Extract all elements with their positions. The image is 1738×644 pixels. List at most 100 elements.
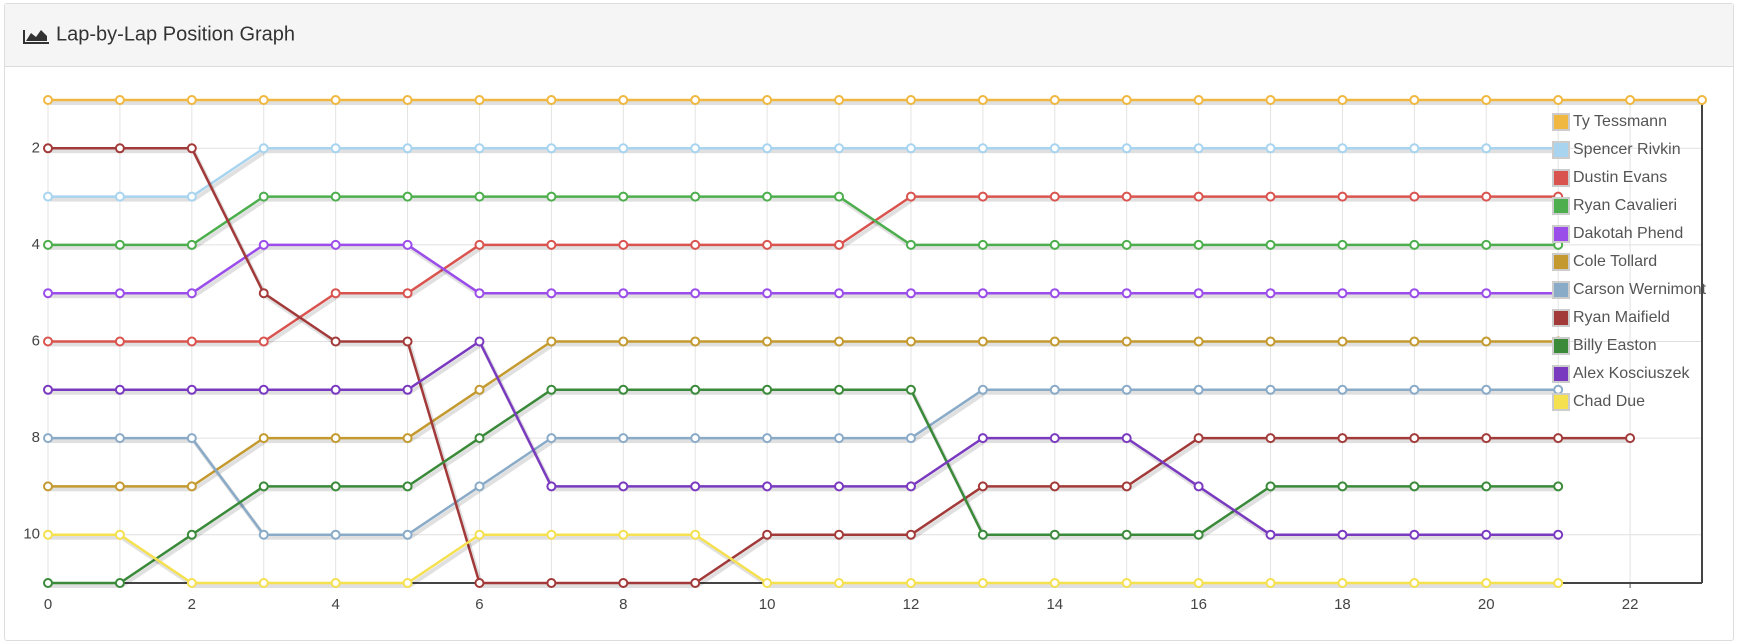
point	[43, 239, 53, 250]
point	[1481, 336, 1492, 347]
point	[1193, 191, 1204, 202]
point	[762, 95, 773, 105]
point	[186, 336, 197, 347]
point	[690, 191, 701, 202]
point	[1409, 95, 1420, 105]
point	[474, 433, 485, 444]
series-shadow	[50, 149, 1633, 588]
series	[43, 384, 1564, 540]
series	[43, 384, 1564, 588]
point	[1121, 95, 1132, 105]
point	[330, 95, 341, 105]
point	[762, 143, 773, 154]
legend-swatch	[1552, 169, 1570, 187]
point	[474, 191, 485, 202]
y-tick-label: 10	[23, 526, 40, 543]
point	[977, 578, 988, 588]
point	[1409, 384, 1420, 395]
series-shadow	[50, 390, 1561, 588]
point	[258, 384, 269, 395]
legend-label: Ty Tessmann	[1573, 113, 1667, 130]
point	[762, 481, 773, 492]
series	[43, 336, 1564, 540]
point	[1409, 191, 1420, 202]
point	[258, 578, 269, 588]
point	[1049, 481, 1060, 492]
point	[474, 481, 485, 492]
point	[977, 239, 988, 250]
point	[618, 529, 629, 540]
point	[977, 95, 988, 105]
point	[402, 578, 413, 588]
legend-swatch	[1552, 197, 1570, 215]
point	[834, 433, 845, 444]
point	[762, 239, 773, 250]
point	[1049, 384, 1060, 395]
point	[690, 384, 701, 395]
legend-swatch	[1552, 337, 1570, 355]
point	[1409, 288, 1420, 299]
point	[1337, 288, 1348, 299]
point	[43, 95, 53, 105]
series-line	[48, 243, 1559, 295]
point	[546, 481, 557, 492]
point	[1481, 529, 1492, 540]
point	[690, 288, 701, 299]
point	[1049, 529, 1060, 540]
point	[1265, 433, 1276, 444]
point	[43, 578, 53, 588]
point	[1337, 95, 1348, 105]
legend-label: Spencer Rivkin	[1573, 141, 1681, 158]
point	[977, 143, 988, 154]
point	[1049, 578, 1060, 588]
point	[1553, 384, 1564, 395]
point	[114, 578, 125, 588]
point	[1409, 578, 1420, 588]
series-line	[48, 147, 1559, 198]
point	[258, 143, 269, 154]
series-line	[48, 388, 1559, 536]
point	[43, 143, 53, 154]
point	[1265, 529, 1276, 540]
point	[762, 288, 773, 299]
x-tick-label: 14	[1046, 596, 1063, 613]
series	[43, 529, 1564, 588]
point	[1193, 95, 1204, 105]
point	[114, 384, 125, 395]
point	[546, 433, 557, 444]
series-line	[48, 388, 1559, 585]
point	[1121, 481, 1132, 492]
point	[977, 288, 988, 299]
point	[258, 336, 269, 347]
point	[977, 336, 988, 347]
point	[1337, 481, 1348, 492]
series	[43, 239, 1564, 299]
point	[618, 433, 629, 444]
point	[114, 191, 125, 202]
point	[186, 433, 197, 444]
point	[762, 578, 773, 588]
legend-swatch	[1552, 113, 1570, 131]
point	[1265, 239, 1276, 250]
point	[330, 433, 341, 444]
point	[834, 191, 845, 202]
point	[1481, 239, 1492, 250]
point	[546, 384, 557, 395]
point	[1265, 336, 1276, 347]
point	[546, 288, 557, 299]
point	[402, 288, 413, 299]
point	[1337, 143, 1348, 154]
x-tick-label: 16	[1190, 596, 1207, 613]
point	[905, 239, 916, 250]
point	[762, 529, 773, 540]
series-line	[48, 195, 1559, 343]
point	[834, 143, 845, 154]
series-shadow	[50, 390, 1561, 540]
point	[1481, 384, 1492, 395]
point	[834, 239, 845, 250]
point	[690, 481, 701, 492]
point	[186, 288, 197, 299]
legend-swatch	[1552, 365, 1570, 383]
series-line	[48, 533, 1559, 585]
